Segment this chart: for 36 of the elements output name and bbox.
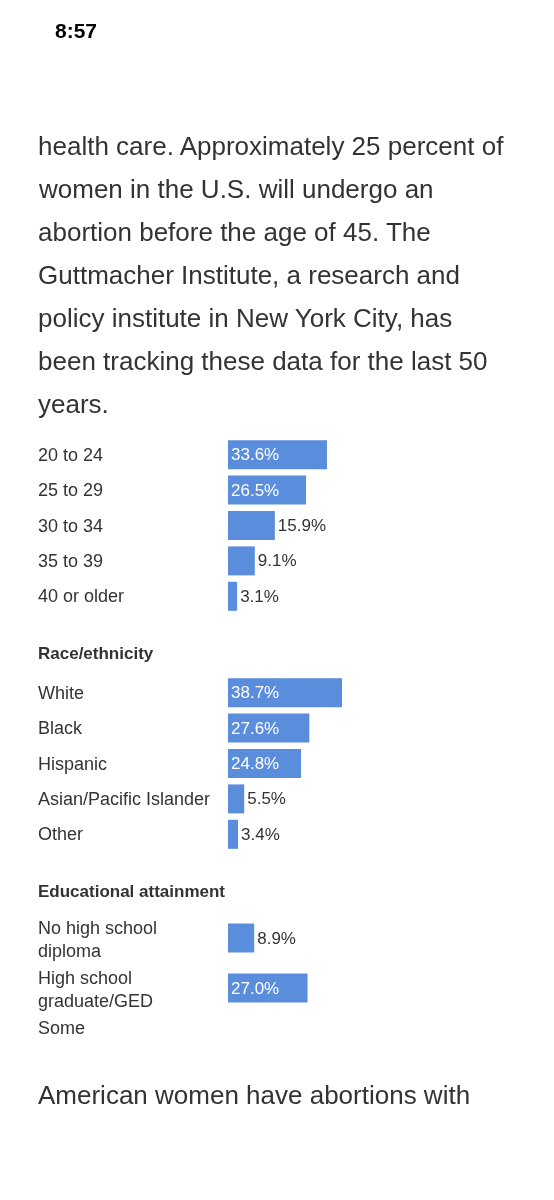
bar: [228, 819, 239, 849]
data-label: 27.0%: [231, 978, 280, 998]
chart-title: Educational attainment: [38, 882, 226, 901]
y-tick-label: Asian/Pacific Islander: [38, 789, 211, 809]
data-label: 24.8%: [231, 754, 280, 773]
bar: [228, 678, 342, 708]
bar: [228, 546, 255, 576]
y-tick-label: 25 to 29: [38, 480, 104, 500]
bar: [228, 511, 275, 540]
data-label: 27.6%: [231, 718, 280, 738]
y-tick-label: 20 to 24: [38, 445, 104, 465]
data-label: 38.7%: [231, 683, 280, 703]
data-label: 33.6%: [231, 445, 280, 465]
y-tick-label: Hispanic: [38, 754, 108, 774]
data-label: 26.5%: [231, 480, 280, 500]
y-tick-label: 40 or older: [38, 586, 125, 606]
bar: [228, 581, 238, 611]
y-tick-label: White: [38, 683, 85, 703]
y-tick-label: 30 to 34: [38, 516, 104, 536]
y-tick-label: Black: [38, 718, 84, 738]
bar: [228, 784, 245, 814]
data-label: 3.4%: [241, 824, 280, 844]
y-tick-label: No high school diploma: [38, 918, 158, 962]
text: American women have abortions with: [38, 1080, 471, 1110]
text: health care. Approximately 25 percent of women in the U.S. will undergo an abortion before the age of 45. The Guttmacher Institute, a research and policy institute in New York City, has been tracking these data for the last 50 years.: [38, 131, 505, 419]
data-label: 15.9%: [277, 516, 327, 535]
y-tick-label: Some: [38, 1018, 86, 1038]
text: 8:57: [55, 19, 98, 42]
data-label: 5.5%: [247, 789, 286, 809]
y-tick-label: 35 to 39: [38, 551, 104, 571]
data-label: 3.1%: [240, 586, 279, 606]
data-label: 8.9%: [257, 928, 296, 948]
y-tick-label: Other: [38, 824, 84, 844]
data-label: 9.1%: [257, 551, 297, 571]
y-tick-label: High school graduate/GED: [38, 968, 154, 1012]
chart-title: Race/ethnicity: [38, 644, 154, 663]
